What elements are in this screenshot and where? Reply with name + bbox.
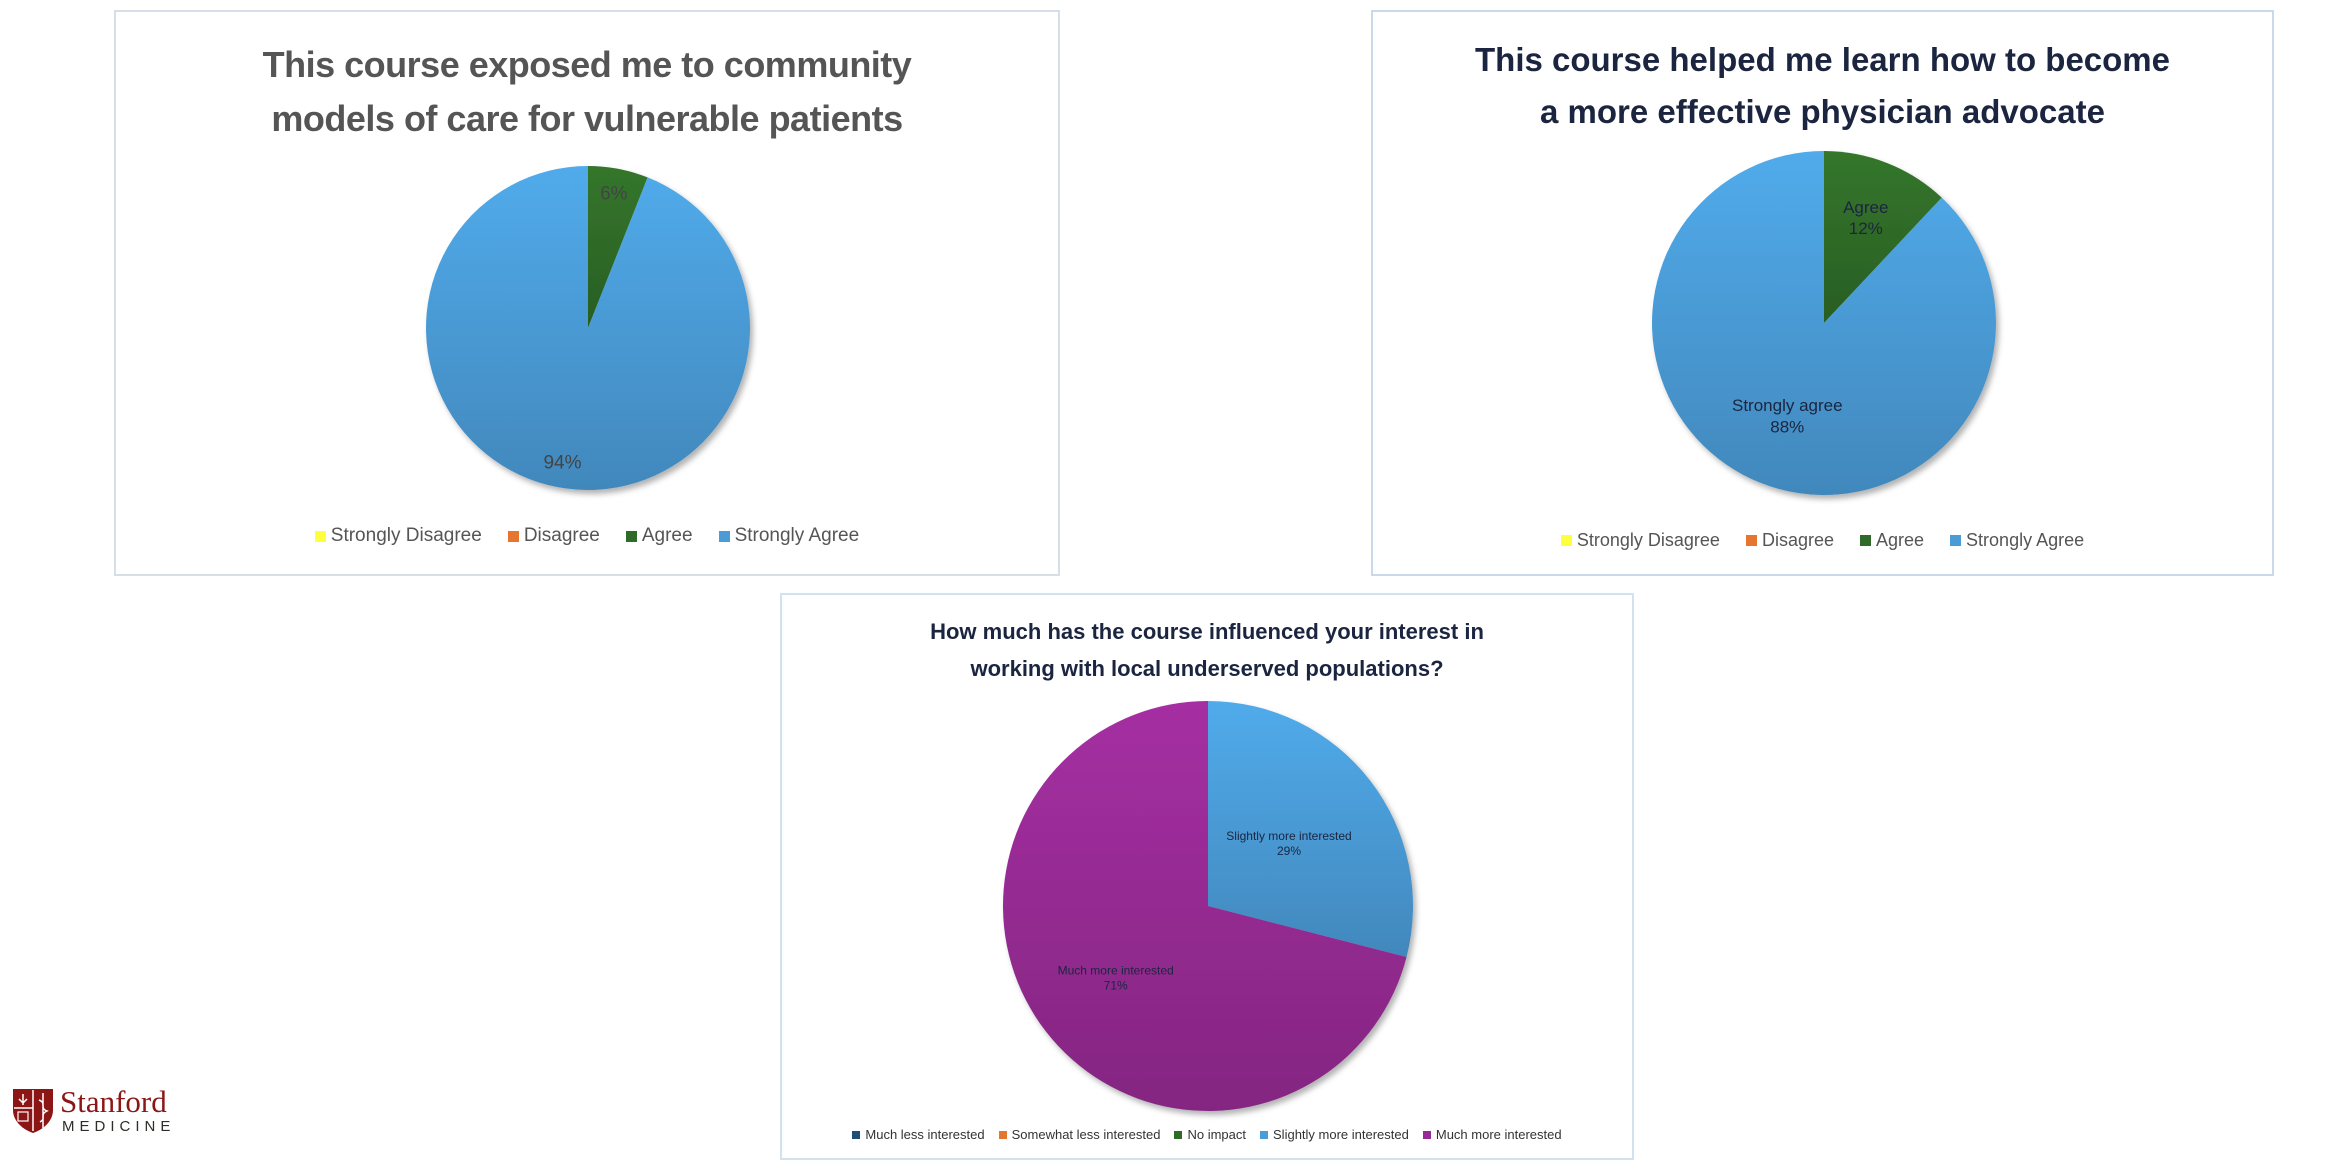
chart-title: This course helped me learn how to becom… — [1373, 34, 2272, 138]
legend: Much less interested Somewhat less intere… — [782, 1127, 1632, 1142]
pie-slice-much-more-interested — [1003, 701, 1407, 1111]
legend-swatch — [998, 1130, 1007, 1139]
legend-swatch — [1860, 535, 1871, 546]
legend-label: Slightly more interested — [1273, 1127, 1409, 1142]
title-line: working with local underserved populatio… — [970, 656, 1444, 681]
legend-swatch — [314, 530, 326, 542]
pie-chart: Slightly more interested 29% Much more int… — [1003, 701, 1413, 1111]
legend-label: Much more interested — [1435, 1127, 1562, 1142]
legend-label: Disagree — [1761, 530, 1834, 550]
title-line: a more effective physician advocate — [1540, 93, 2105, 130]
legend-swatch — [625, 530, 637, 542]
legend-label: Disagree — [523, 525, 600, 546]
legend-item: Strongly Disagree — [314, 525, 482, 547]
legend-item: Disagree — [1745, 530, 1834, 551]
legend-swatch — [1950, 535, 1962, 546]
chart-physician-advocate: This course helped me learn how to becom… — [1371, 10, 2274, 576]
data-label: 94% — [543, 452, 581, 473]
legend-item: Somewhat less interested — [998, 1127, 1161, 1142]
pie-slice-agree — [588, 166, 648, 328]
logo-subtitle: MEDICINE — [62, 1118, 176, 1135]
chart-underserved-interest: How much has the course influenced your … — [780, 593, 1634, 1160]
legend-label: Strongly Agree — [734, 525, 860, 546]
data-label: Slightly more interested 29% — [1226, 829, 1351, 858]
legend-label: Strongly Disagree — [330, 525, 482, 546]
title-line: This course exposed me to community — [262, 44, 912, 85]
legend-label: Much less interested — [865, 1127, 985, 1142]
legend-swatch — [718, 530, 730, 542]
pie-slice-strongly-agree — [425, 166, 750, 491]
legend-item: Agree — [1860, 530, 1924, 551]
chart-title: How much has the course influenced your … — [782, 613, 1632, 687]
stanford-medicine-logo: Stanford MEDICINE — [12, 1086, 212, 1138]
legend-label: Somewhat less interested — [1011, 1127, 1161, 1142]
legend-swatch — [1745, 535, 1757, 546]
legend-item: Disagree — [507, 525, 600, 547]
pie-chart: Agree 12% Strongly agree 88% — [1652, 151, 1996, 495]
pie-slice-slightly-more-interested — [1208, 701, 1413, 957]
legend-item: No impact — [1174, 1127, 1246, 1142]
pie-slice-agree — [1824, 151, 1942, 323]
legend-item: Strongly Disagree — [1560, 530, 1720, 551]
legend-label: Agree — [1876, 530, 1925, 550]
legend-swatch — [1422, 1130, 1431, 1139]
legend-item: Agree — [625, 525, 693, 547]
legend-swatch — [852, 1130, 861, 1139]
title-line: models of care for vulnerable patients — [271, 98, 903, 139]
pie-slice-strongly-agree — [1652, 151, 1996, 495]
data-label: Much more interested 71% — [1058, 963, 1174, 992]
title-line: This course helped me learn how to becom… — [1475, 41, 2170, 78]
legend-label: Strongly Agree — [1966, 530, 2085, 550]
pie-chart: 6% 94% — [425, 166, 750, 491]
legend-label: Agree — [641, 525, 693, 546]
legend-item: Strongly Agree — [1950, 530, 2084, 551]
chart-title: This course exposed me to community mode… — [116, 38, 1058, 146]
legend: Strongly Disagree Disagree Agree Strongly A… — [116, 525, 1058, 547]
logo-wordmark: Stanford — [60, 1084, 167, 1119]
data-label: Agree 12% — [1843, 198, 1888, 238]
legend-item: Slightly more interested — [1260, 1127, 1409, 1142]
data-label: 6% — [600, 183, 628, 204]
legend-label: Strongly Disagree — [1576, 530, 1720, 550]
legend-swatch — [1260, 1130, 1269, 1139]
legend-label: No impact — [1187, 1127, 1247, 1142]
legend-item: Much more interested — [1422, 1127, 1562, 1142]
shield-icon — [13, 1089, 53, 1133]
title-line: How much has the course influenced your … — [930, 619, 1484, 644]
legend-swatch — [1560, 535, 1572, 546]
data-label: Strongly agree 88% — [1732, 396, 1843, 436]
legend: Strongly Disagree Disagree Agree Strongly A… — [1373, 530, 2272, 551]
legend-item: Strongly Agree — [718, 525, 860, 547]
legend-swatch — [507, 530, 519, 542]
legend-item: Much less interested — [852, 1127, 985, 1142]
legend-swatch — [1174, 1130, 1183, 1139]
chart-community-models: This course exposed me to community mode… — [114, 10, 1060, 576]
